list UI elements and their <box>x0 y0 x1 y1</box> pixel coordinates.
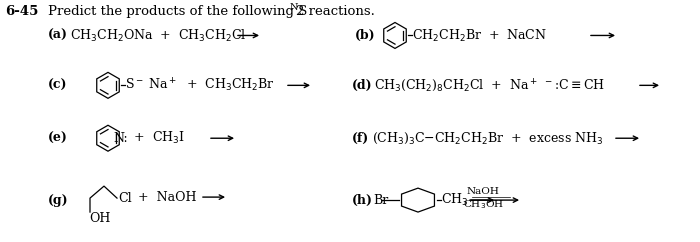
Text: (a): (a) <box>48 29 68 42</box>
Text: N: N <box>290 2 298 12</box>
Text: (c): (c) <box>48 79 67 92</box>
Text: +  NaOH: + NaOH <box>130 191 197 204</box>
Text: CH$_3$CH$_2$ONa  +  CH$_3$CH$_2$Cl: CH$_3$CH$_2$ONa + CH$_3$CH$_2$Cl <box>70 27 246 44</box>
Text: (e): (e) <box>48 132 68 145</box>
Text: CH$_3$(CH$_2$)$_8$CH$_2$Cl  +  Na$^+$ $^-$:C$\equiv$CH: CH$_3$(CH$_2$)$_8$CH$_2$Cl + Na$^+$ $^-$… <box>374 77 605 94</box>
Text: S$^-$ Na$^+$  +  CH$_3$CH$_2$Br: S$^-$ Na$^+$ + CH$_3$CH$_2$Br <box>125 77 275 94</box>
Text: OH: OH <box>89 212 111 225</box>
Text: NaOH: NaOH <box>467 187 499 196</box>
Text: Cl: Cl <box>118 192 132 204</box>
Text: +  CH$_3$I: + CH$_3$I <box>130 130 186 146</box>
Text: (g): (g) <box>48 194 69 207</box>
Text: (d): (d) <box>352 79 372 92</box>
Text: 6-45: 6-45 <box>5 5 38 18</box>
Text: (b): (b) <box>355 29 376 42</box>
Text: (h): (h) <box>352 194 373 207</box>
Text: CH$_3$OH: CH$_3$OH <box>463 199 503 212</box>
Text: (CH$_3$)$_3$C$-$CH$_2$CH$_2$Br  +  excess NH$_3$: (CH$_3$)$_3$C$-$CH$_2$CH$_2$Br + excess … <box>372 131 603 146</box>
Text: CH$_2$CH$_2$Br  +  NaCN: CH$_2$CH$_2$Br + NaCN <box>412 27 547 44</box>
Text: N:: N: <box>113 132 127 145</box>
Text: CH$_3$: CH$_3$ <box>441 192 468 208</box>
Text: 2 reactions.: 2 reactions. <box>296 5 375 18</box>
Text: Predict the products of the following S: Predict the products of the following S <box>48 5 307 18</box>
Text: Br: Br <box>373 194 389 207</box>
Text: (f): (f) <box>352 132 370 145</box>
